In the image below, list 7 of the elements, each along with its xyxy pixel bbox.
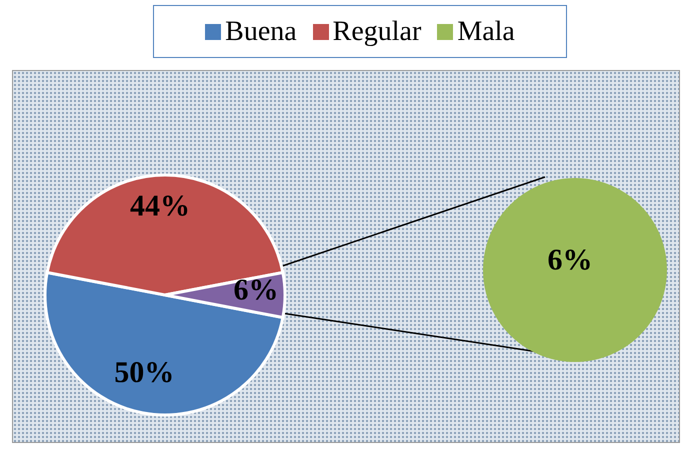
legend-label: Regular — [332, 16, 422, 48]
data-label: 44% — [130, 190, 190, 222]
data-label: 6% — [234, 274, 278, 306]
legend-label: Mala — [457, 16, 515, 48]
data-label: 50% — [114, 356, 174, 390]
data-label: 6% — [548, 244, 592, 276]
legend-label: Buena — [225, 16, 297, 48]
